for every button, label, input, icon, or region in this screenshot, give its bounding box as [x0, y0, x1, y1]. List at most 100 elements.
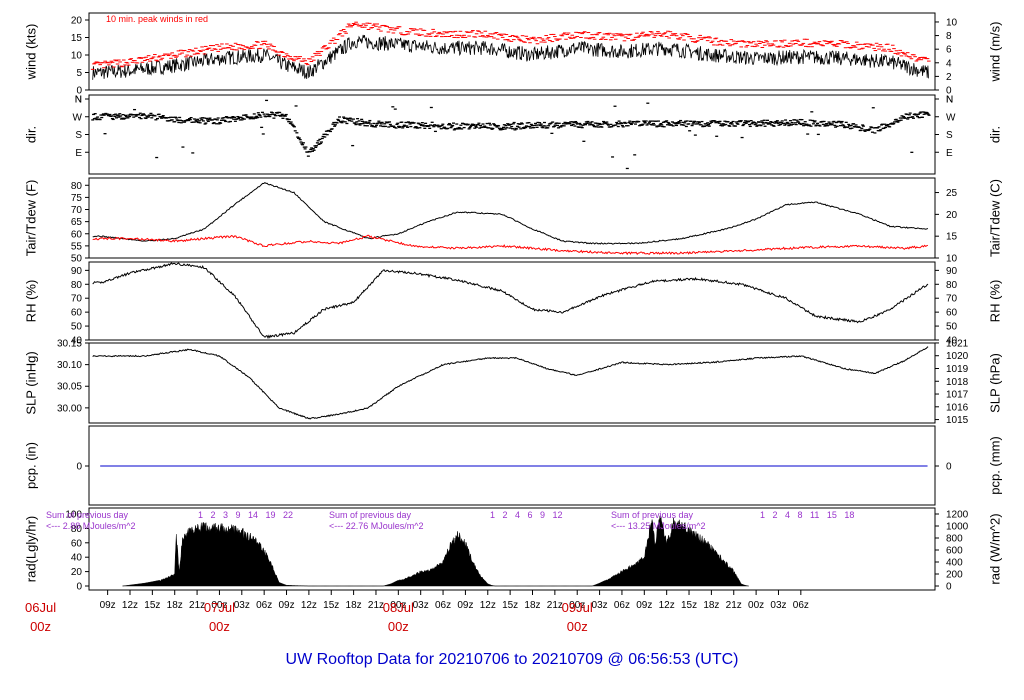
- wind-right-tick-label: 2: [946, 72, 952, 83]
- x-tick-label: 09z: [278, 600, 294, 611]
- rh-left-tick-label: 40: [71, 336, 83, 347]
- rh-left-tick-label: 90: [71, 266, 83, 277]
- rad-left-tick-label: 60: [71, 538, 83, 549]
- pcp-left-tick-label: 0: [76, 462, 82, 473]
- slp-left-tick-label: 30.10: [57, 360, 82, 371]
- dir-left-tick-label: S: [75, 130, 82, 141]
- pcp-right-tick-label: 0: [946, 462, 952, 473]
- dir-right-tick-label: N: [946, 95, 953, 106]
- rad-right-tick-label: 1000: [946, 522, 969, 533]
- temp-left-tick-label: 50: [71, 254, 83, 265]
- rh-right-tick-label: 90: [946, 266, 958, 277]
- temp-panel-frame: [88, 177, 936, 259]
- wind-right-tick-label: 8: [946, 31, 952, 42]
- x-tick-label: 12z: [480, 600, 496, 611]
- rh-panel-frame: [88, 261, 936, 341]
- slp-right-tick-label: 1017: [946, 390, 969, 401]
- day-time-label: 00z: [30, 619, 51, 634]
- rad-ylabel-left: rad(Lgly/hr): [23, 516, 38, 582]
- wind-left-tick-label: 5: [76, 68, 82, 79]
- temp-right-tick-label: 20: [946, 210, 958, 221]
- slp-ylabel-right: SLP (hPa): [987, 353, 1002, 413]
- rh-left-tick-label: 80: [71, 280, 83, 291]
- wind-ylabel-left: wind (kts): [23, 24, 38, 81]
- rh-left-tick-label: 50: [71, 322, 83, 333]
- wind-right-tick-label: 4: [946, 58, 952, 69]
- rh-right-tick-label: 50: [946, 322, 958, 333]
- temp-right-tick-label: 25: [946, 188, 958, 199]
- rad-right-tick-label: 800: [946, 534, 963, 545]
- rad-right-tick-label: 0: [946, 582, 952, 593]
- temp-right-tick-label: 10: [946, 254, 958, 265]
- wind-left-tick-label: 10: [71, 51, 83, 62]
- wind-left-tick-label: 0: [76, 86, 82, 97]
- dir-left-tick-label: W: [73, 112, 83, 123]
- x-tick-label: 06z: [614, 600, 630, 611]
- dir-left-tick-label: N: [75, 95, 82, 106]
- rad-hour-labels: 1 2 4 6 9 12: [490, 510, 563, 520]
- x-tick-label: 21z: [189, 600, 205, 611]
- x-tick-label: 09z: [100, 600, 116, 611]
- rad-right-tick-label: 400: [946, 558, 963, 569]
- x-tick-label: 12z: [659, 600, 675, 611]
- dir-ylabel-right: dir.: [987, 126, 1002, 143]
- pcp-ylabel-right: pcp. (mm): [987, 436, 1002, 495]
- temp-left-tick-label: 60: [71, 229, 83, 240]
- x-tick-label: 12z: [301, 600, 317, 611]
- rad-ylabel-right: rad (W/m^2): [987, 513, 1002, 584]
- slp-left-tick-label: 30.00: [57, 403, 82, 414]
- rad-left-tick-label: 0: [76, 582, 82, 593]
- wind-panel-frame: [88, 12, 936, 91]
- radiation-area: [122, 515, 749, 587]
- wind-right-tick-label: 10: [946, 17, 958, 28]
- rh-left-tick-label: 70: [71, 294, 83, 305]
- temp-left-tick-label: 55: [71, 241, 83, 252]
- x-tick-label: 03z: [234, 600, 250, 611]
- slp-left-tick-label: 30.05: [57, 382, 82, 393]
- rad-sum-value: <--- 13.25 MJoules/m^2: [611, 521, 706, 531]
- rh-ylabel-right: RH (%): [987, 280, 1002, 323]
- rad-sum-label: Sum of previous day: [329, 510, 412, 520]
- x-tick-label: 18z: [346, 600, 362, 611]
- dir-left-tick-label: N: [75, 95, 82, 106]
- dir-right-tick-label: E: [946, 148, 953, 159]
- x-tick-label: 00z: [748, 600, 764, 611]
- tair-line: [92, 181, 929, 245]
- slp-right-tick-label: 1015: [946, 415, 969, 426]
- slp-right-tick-label: 1019: [946, 364, 969, 375]
- x-tick-label: 06z: [793, 600, 809, 611]
- slp-left-tick-label: 30.15: [57, 339, 82, 350]
- rad-left-tick-label: 40: [71, 553, 83, 564]
- slp-line: [92, 346, 929, 420]
- rh-right-tick-label: 80: [946, 280, 958, 291]
- rh-right-tick-label: 70: [946, 294, 958, 305]
- dir-right-tick-label: S: [946, 130, 953, 141]
- rh-ylabel-left: RH (%): [23, 280, 38, 323]
- x-tick-label: 03z: [592, 600, 608, 611]
- dir-left-tick-label: E: [75, 148, 82, 159]
- x-tick-label: 15z: [323, 600, 339, 611]
- x-tick-label: 00z: [390, 600, 406, 611]
- rad-sum-label: Sum of previous day: [46, 510, 129, 520]
- x-tick-label: 03z: [413, 600, 429, 611]
- x-tick-label: 21z: [726, 600, 742, 611]
- day-date-label: 07Jul: [204, 600, 235, 615]
- x-tick-label: 12z: [122, 600, 138, 611]
- tdew-line: [92, 234, 929, 256]
- x-tick-label: 06z: [435, 600, 451, 611]
- x-tick-label: 18z: [524, 600, 540, 611]
- rad-left-tick-label: 20: [71, 567, 83, 578]
- pcp-ylabel-left: pcp. (in): [23, 442, 38, 489]
- rad-hour-labels: 1 2 3 9 14 19 22: [198, 510, 293, 520]
- day-time-label: 00z: [209, 619, 230, 634]
- x-tick-label: 06z: [256, 600, 272, 611]
- x-tick-label: 03z: [770, 600, 786, 611]
- rad-sum-value: <--- 2.88 MJoules/m^2: [46, 521, 136, 531]
- dir-right-tick-label: W: [946, 112, 956, 123]
- slp-right-tick-label: 1021: [946, 338, 969, 349]
- rh-line: [92, 262, 929, 340]
- x-tick-label: 15z: [502, 600, 518, 611]
- x-tick-label: 21z: [368, 600, 384, 611]
- rad-sum-label: Sum of previous day: [611, 510, 694, 520]
